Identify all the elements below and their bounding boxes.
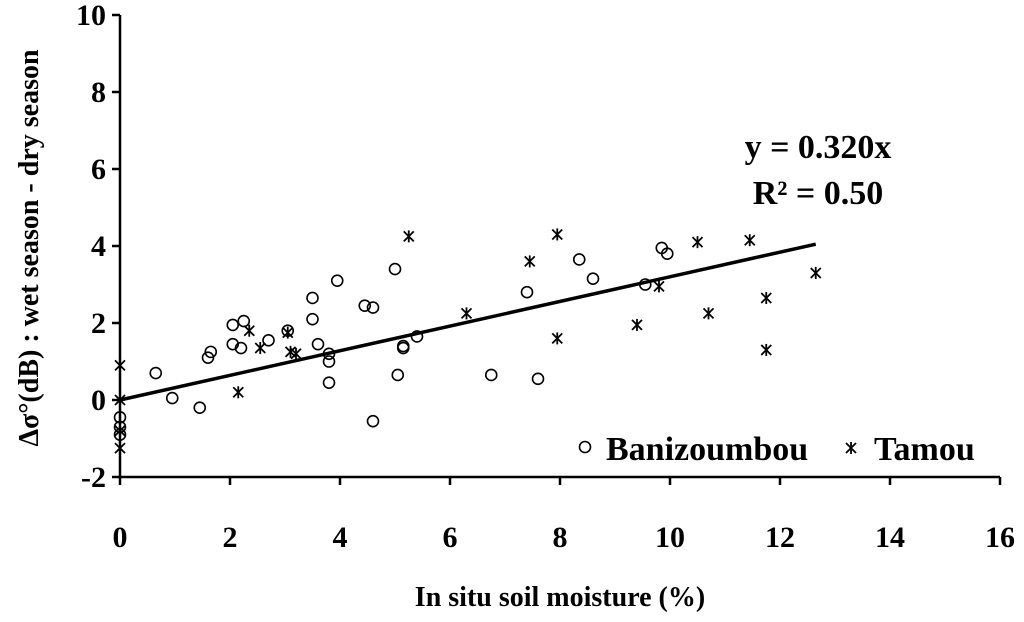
data-point-banizoumbou (388, 262, 402, 276)
data-point-tamou (290, 347, 302, 360)
data-point-banizoumbou (572, 253, 586, 266)
data-point-tamou (551, 228, 563, 241)
data-point-banizoumbou (322, 347, 336, 361)
y-tick-label: -2 (81, 461, 106, 494)
data-point-banizoumbou (204, 345, 218, 359)
data-point-tamou (653, 280, 665, 293)
data-point-banizoumbou (638, 278, 652, 291)
data-point-tamou (551, 332, 563, 345)
data-point-banizoumbou (660, 247, 674, 260)
data-point-banizoumbou (149, 366, 163, 380)
x-tick-label: 0 (113, 521, 128, 554)
data-point-tamou (691, 236, 704, 249)
data-point-banizoumbou (358, 299, 372, 312)
data-point-banizoumbou (396, 341, 410, 355)
y-tick-label: 8 (91, 76, 106, 109)
data-point-tamou (744, 234, 756, 247)
y-axis-title: Δσ°(dB) : wet season - dry season (14, 49, 45, 447)
x-tick-label: 12 (765, 521, 795, 554)
data-point-tamou (524, 255, 536, 268)
x-tick-label: 2 (223, 521, 238, 554)
legend-label-banizoumbou: Banizoumbou (606, 431, 808, 468)
r-squared-label: R² = 0.50 (753, 175, 884, 212)
data-point-banizoumbou (306, 291, 319, 305)
data-points (113, 228, 822, 455)
data-point-banizoumbou (113, 411, 127, 424)
data-point-banizoumbou (410, 330, 424, 343)
data-point-banizoumbou (226, 318, 240, 332)
legend-marker-banizoumbou (578, 440, 592, 454)
axes (118, 15, 1000, 479)
x-tick-label: 16 (985, 521, 1015, 554)
data-point-tamou (114, 359, 126, 372)
y-tick-label: 4 (91, 230, 106, 263)
data-point-banizoumbou (520, 285, 534, 299)
y-tick-label: 10 (76, 0, 106, 32)
data-point-tamou (403, 230, 415, 243)
data-point-banizoumbou (234, 341, 248, 355)
x-tick-label: 14 (875, 521, 905, 554)
data-point-banizoumbou (193, 401, 207, 415)
data-point-tamou (760, 343, 772, 356)
x-tick-label: 6 (443, 521, 458, 554)
data-point-banizoumbou (306, 312, 319, 326)
y-tick-label: 0 (91, 384, 106, 417)
trendline-equation: y = 0.320x (745, 129, 892, 166)
data-point-banizoumbou (330, 274, 344, 287)
x-axis-title: In situ soil moisture (%) (415, 582, 705, 613)
data-point-tamou (114, 424, 126, 437)
axis-ticks (112, 13, 1002, 485)
trendline (119, 242, 817, 402)
data-point-banizoumbou (322, 376, 336, 389)
x-tick-label: 10 (655, 521, 685, 554)
data-point-banizoumbou (237, 314, 251, 328)
data-point-banizoumbou (201, 351, 215, 364)
data-point-tamou (114, 442, 126, 455)
data-point-tamou (702, 307, 715, 320)
data-point-tamou (460, 307, 473, 320)
data-point-banizoumbou (391, 368, 405, 382)
data-point-tamou (254, 342, 266, 355)
legend-label-tamou: Tamou (874, 431, 975, 468)
data-point-banizoumbou (366, 414, 380, 428)
x-tick-label: 4 (333, 521, 348, 554)
data-point-banizoumbou (262, 334, 275, 347)
data-point-banizoumbou (484, 368, 498, 382)
data-point-banizoumbou (531, 372, 545, 386)
data-point-banizoumbou (366, 301, 380, 314)
x-tick-label: 8 (553, 521, 568, 554)
y-tick-label: 6 (91, 153, 106, 186)
data-point-tamou (114, 394, 126, 406)
data-point-tamou (760, 291, 772, 304)
y-tick-label: 2 (91, 307, 106, 340)
trendline-group (119, 242, 817, 402)
legend-marker-tamou (845, 442, 857, 454)
data-point-banizoumbou (322, 355, 336, 368)
data-point-tamou (232, 386, 244, 399)
data-point-banizoumbou (586, 272, 600, 286)
data-point-banizoumbou (311, 337, 325, 351)
data-point-banizoumbou (165, 391, 179, 405)
legend: Banizoumbou Tamou (578, 431, 975, 468)
data-point-tamou (243, 324, 255, 337)
data-point-tamou (282, 326, 294, 339)
data-point-tamou (631, 318, 643, 331)
data-point-tamou (810, 266, 822, 279)
